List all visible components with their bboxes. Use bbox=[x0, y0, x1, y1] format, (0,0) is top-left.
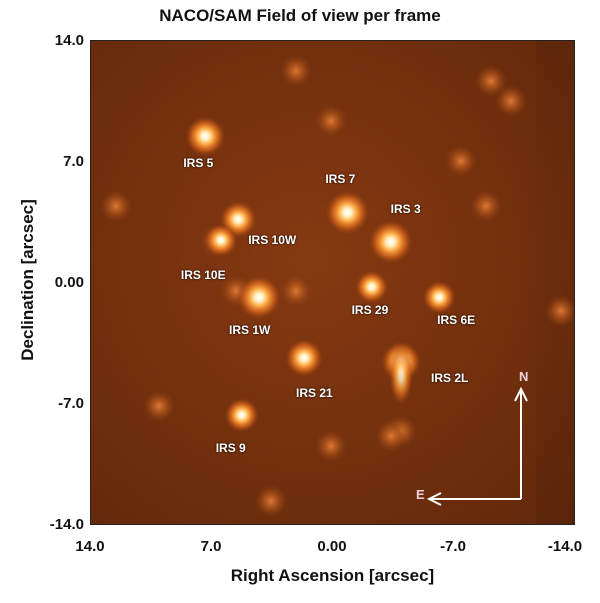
source-label: IRS 3 bbox=[390, 201, 421, 216]
y-tick-label: 14.0 bbox=[54, 32, 84, 49]
y-tick-label: -7.0 bbox=[58, 395, 84, 412]
faint-star bbox=[445, 145, 477, 177]
sky-image bbox=[91, 41, 574, 524]
source-label: IRS 10E bbox=[180, 268, 226, 283]
north-arrowhead bbox=[514, 386, 528, 402]
source-label: IRS 5 bbox=[183, 156, 214, 171]
x-tick-label: 14.0 bbox=[75, 538, 105, 555]
compass-arrows bbox=[426, 386, 528, 506]
north-label: N bbox=[519, 369, 529, 384]
x-tick-label: -7.0 bbox=[440, 538, 466, 555]
faint-star bbox=[255, 485, 287, 517]
source-label: IRS 7 bbox=[325, 172, 356, 187]
source-label: IRS 6E bbox=[437, 313, 476, 328]
image-frame: N E IRS 5 IRS 7 IRS 3 IRS 10W IRS 10E IRS 1W I… bbox=[90, 40, 575, 525]
faint-star bbox=[280, 275, 312, 307]
faint-star bbox=[375, 420, 407, 452]
source-marker bbox=[237, 275, 282, 320]
source-marker bbox=[285, 338, 324, 377]
faint-star bbox=[495, 85, 527, 117]
source-label: IRS 9 bbox=[215, 441, 246, 456]
x-tick-label: 7.0 bbox=[200, 538, 222, 555]
source-marker bbox=[422, 280, 456, 314]
y-tick-label: 0.00 bbox=[54, 274, 84, 291]
source-marker bbox=[185, 116, 226, 157]
source-marker bbox=[224, 397, 259, 433]
faint-star bbox=[280, 55, 312, 87]
source-marker bbox=[368, 219, 413, 264]
source-marker bbox=[204, 223, 238, 257]
source-label: IRS 1W bbox=[229, 323, 271, 338]
faint-star bbox=[143, 390, 175, 422]
x-tick-label: 0.00 bbox=[317, 538, 347, 555]
y-tick-label: -14.0 bbox=[49, 516, 84, 533]
y-tick-label: 7.0 bbox=[63, 153, 84, 170]
faint-star bbox=[100, 190, 132, 222]
frame-overlap-region bbox=[91, 41, 536, 524]
y-axis-label: Declination [arcsec] bbox=[18, 199, 37, 361]
faint-star bbox=[315, 105, 347, 137]
source-label: IRS 21 bbox=[296, 385, 333, 400]
source-label: IRS 10W bbox=[248, 233, 297, 248]
x-axis-label: Right Ascension [arcsec] bbox=[230, 566, 435, 585]
labeled-sources bbox=[185, 116, 456, 433]
faint-star bbox=[475, 65, 507, 97]
x-tick-label: -14.0 bbox=[547, 538, 583, 555]
faint-star bbox=[315, 430, 347, 462]
east-label: E bbox=[416, 487, 425, 502]
source-marker bbox=[355, 270, 389, 304]
source-label: IRS 2L bbox=[431, 371, 469, 386]
source-extended-emission bbox=[389, 345, 414, 406]
faint-star bbox=[545, 295, 574, 327]
east-arrowhead bbox=[426, 492, 442, 506]
figure-title: NACO/SAM Field of view per frame bbox=[159, 6, 441, 25]
source-marker bbox=[325, 190, 370, 235]
faint-star bbox=[470, 190, 502, 222]
source-label: IRS 29 bbox=[351, 302, 389, 317]
